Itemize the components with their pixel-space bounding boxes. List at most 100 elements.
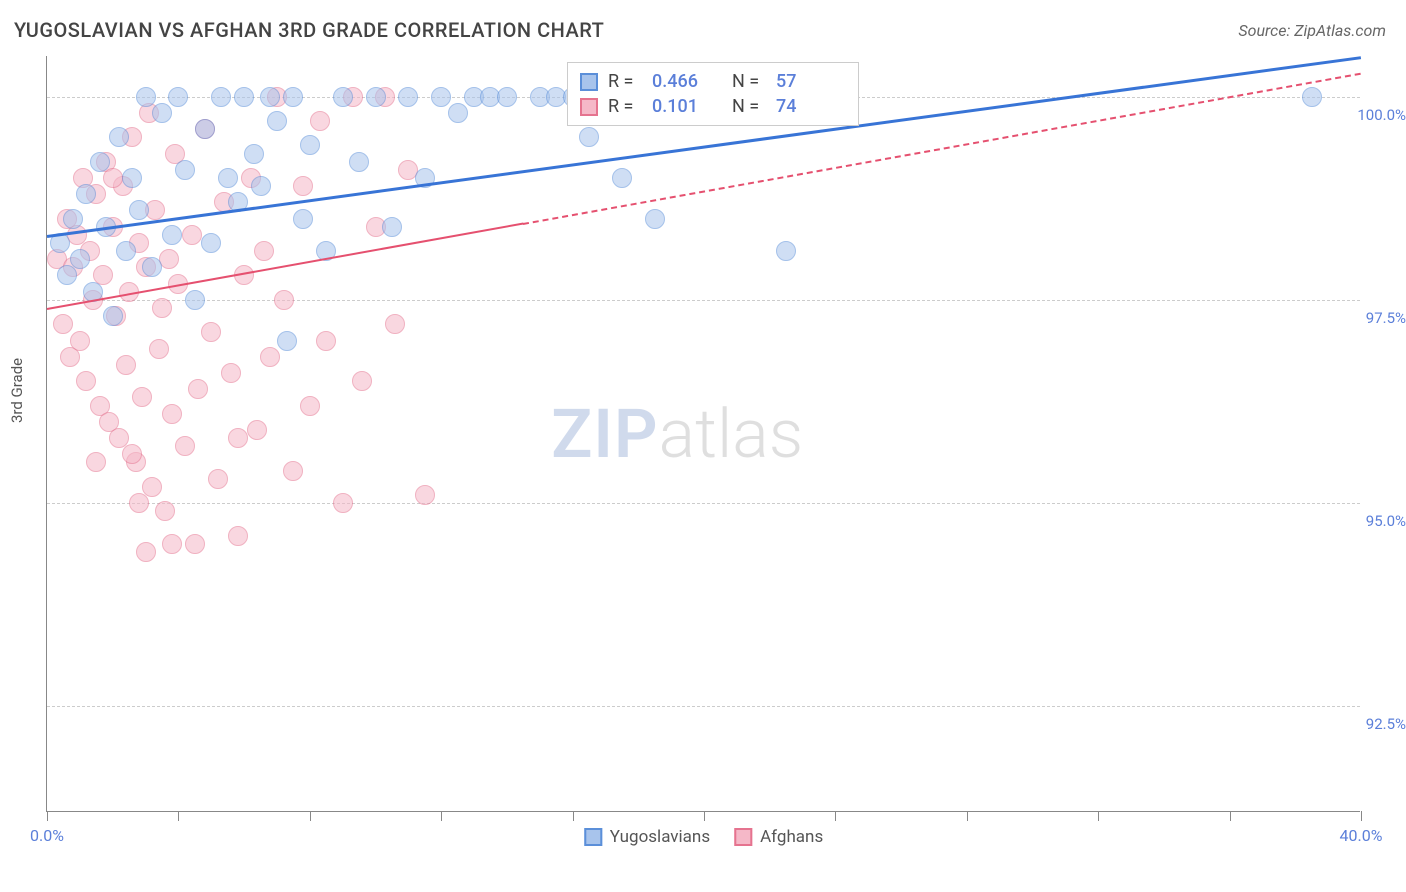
data-point (293, 176, 313, 196)
data-point (415, 485, 435, 505)
data-point (122, 444, 142, 464)
legend-n-value: 74 (776, 96, 846, 117)
data-point (142, 477, 162, 497)
data-point (293, 209, 313, 229)
data-point (129, 493, 149, 513)
data-point (244, 144, 264, 164)
data-point (208, 469, 228, 489)
data-point (86, 452, 106, 472)
data-point (352, 371, 372, 391)
data-point (57, 265, 77, 285)
data-point (645, 209, 665, 229)
data-point (155, 501, 175, 521)
data-point (70, 249, 90, 269)
x-tick (310, 811, 311, 821)
data-point (53, 314, 73, 334)
x-tick (1361, 811, 1362, 821)
data-point (366, 87, 386, 107)
data-point (70, 331, 90, 351)
y-axis-label: 3rd Grade (8, 357, 26, 422)
data-point (776, 241, 796, 261)
legend-n-label: N = (732, 71, 766, 92)
data-point (234, 87, 254, 107)
x-tick (1098, 811, 1099, 821)
data-point (274, 290, 294, 310)
data-point (142, 257, 162, 277)
data-point (218, 168, 238, 188)
gridline (47, 503, 1360, 504)
data-point (333, 493, 353, 513)
x-tick-label: 40.0% (1340, 826, 1383, 845)
data-point (333, 87, 353, 107)
data-point (267, 111, 287, 131)
data-point (283, 461, 303, 481)
data-point (228, 428, 248, 448)
x-tick (573, 811, 574, 821)
data-point (185, 534, 205, 554)
data-point (612, 168, 632, 188)
legend-label: Yugoslavians (610, 827, 710, 847)
x-tick (47, 811, 48, 821)
series-legend: Yugoslavians Afghans (584, 827, 823, 847)
data-point (116, 241, 136, 261)
data-point (63, 209, 83, 229)
data-point (382, 217, 402, 237)
data-point (300, 135, 320, 155)
data-point (254, 241, 274, 261)
data-point (129, 200, 149, 220)
data-point (349, 152, 369, 172)
data-point (162, 534, 182, 554)
legend-swatch (580, 98, 598, 116)
data-point (149, 339, 169, 359)
data-point (175, 436, 195, 456)
legend-row: R =0.466N =57 (580, 69, 846, 94)
data-point (109, 127, 129, 147)
y-tick-label: 92.5% (1346, 715, 1406, 733)
data-point (221, 363, 241, 383)
data-point (162, 225, 182, 245)
data-point (76, 184, 96, 204)
data-point (188, 379, 208, 399)
x-tick (178, 811, 179, 821)
data-point (116, 355, 136, 375)
data-point (162, 404, 182, 424)
data-point (152, 298, 172, 318)
x-tick-label: 0.0% (30, 826, 64, 845)
data-point (152, 103, 172, 123)
y-tick-label: 100.0% (1346, 106, 1406, 124)
legend-swatch (734, 828, 752, 846)
y-tick-label: 95.0% (1346, 512, 1406, 530)
chart-title: YUGOSLAVIAN VS AFGHAN 3RD GRADE CORRELAT… (14, 18, 604, 42)
data-point (497, 87, 517, 107)
y-tick-label: 97.5% (1346, 309, 1406, 327)
plot-area: 3rd Grade ZIPatlas 92.5%95.0%97.5%100.0%… (46, 56, 1360, 812)
legend-n-value: 57 (776, 71, 846, 92)
data-point (168, 87, 188, 107)
legend-swatch (580, 73, 598, 91)
legend-label: Afghans (760, 827, 823, 847)
data-point (182, 225, 202, 245)
data-point (228, 526, 248, 546)
data-point (195, 119, 215, 139)
data-point (247, 420, 267, 440)
data-point (579, 127, 599, 147)
legend-r-value: 0.466 (652, 71, 722, 92)
legend-row: R =0.101N =74 (580, 94, 846, 119)
data-point (300, 396, 320, 416)
data-point (201, 233, 221, 253)
data-point (251, 176, 271, 196)
x-tick (835, 811, 836, 821)
data-point (310, 111, 330, 131)
data-point (103, 168, 123, 188)
x-tick (1230, 811, 1231, 821)
legend-r-label: R = (608, 96, 642, 117)
data-point (175, 160, 195, 180)
legend-item: Yugoslavians (584, 827, 710, 847)
data-point (260, 87, 280, 107)
legend-r-value: 0.101 (652, 96, 722, 117)
correlation-legend: R =0.466N =57R =0.101N =74 (567, 62, 859, 126)
gridline (47, 300, 1360, 301)
data-point (122, 168, 142, 188)
data-point (283, 87, 303, 107)
data-point (132, 387, 152, 407)
